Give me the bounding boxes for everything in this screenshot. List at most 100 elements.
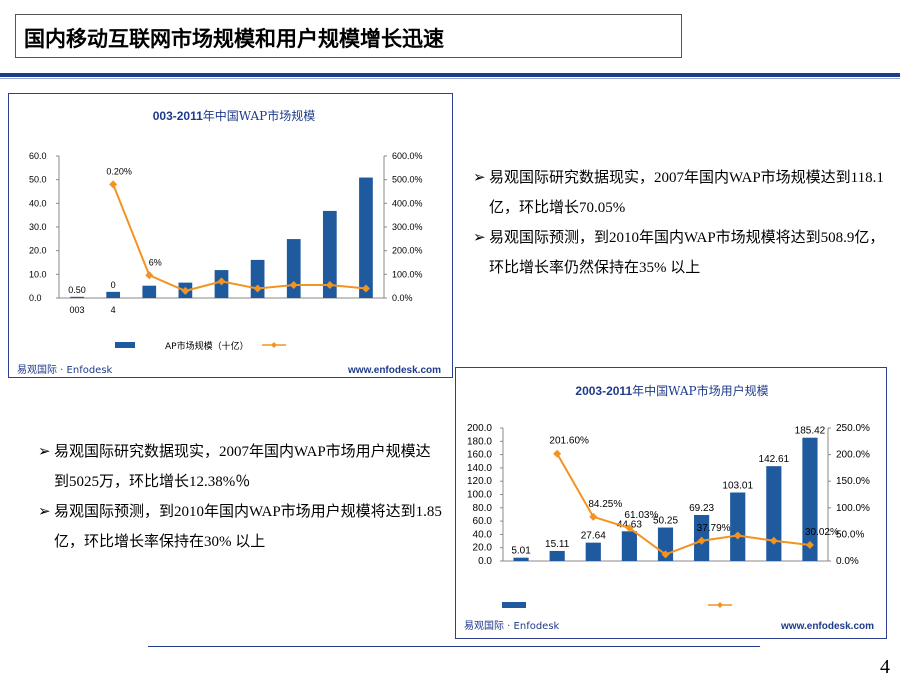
- growth-rate-marker: [697, 536, 706, 545]
- bar: [359, 177, 373, 298]
- wap-users-chart-panel: 2003-2011年中国WAP市场用户规模 0.0 20.0 40.0 60.0 80.0…: [455, 367, 887, 639]
- chart-title-years: 2003-2011: [575, 384, 632, 398]
- growth-rate-marker: [661, 550, 670, 559]
- x-tick-label: 003: [70, 305, 85, 315]
- source-right: www.enfodesk.com: [780, 621, 874, 632]
- bullet-item: ➢ 易观国际预测，到2010年国内WAP市场规模将达到508.9亿，环比增长率仍然…: [473, 230, 885, 276]
- bar: [766, 466, 782, 561]
- y-tick-label-right: 200.0%: [392, 246, 423, 256]
- growth-rate-line: [556, 453, 811, 556]
- bar-value-label: 69.23: [689, 503, 714, 514]
- bullet-text: 易观国际预测，到2010年国内WAP市场规模将达到508.9亿，环比增长率仍然保…: [489, 230, 885, 276]
- y-tick-label-left: 40.0: [29, 198, 47, 208]
- y-tick-label-right: 0.0%: [836, 556, 859, 567]
- bar-value-label: 50.25: [653, 516, 678, 527]
- bar-value-label: 103.01: [722, 481, 753, 492]
- bar-value-label: 15.11: [545, 539, 570, 550]
- y-tick-label-right: 400.0%: [392, 198, 423, 208]
- y-tick-label-left: 120.0: [467, 476, 492, 487]
- growth-rate-marker: [217, 277, 226, 286]
- source-left: 易观国际 · Enfodesk: [464, 620, 560, 632]
- bar: [585, 542, 601, 561]
- growth-rate-label: 30.02%: [805, 527, 839, 538]
- bullet-item: ➢ 易观国际预测，到2010年国内WAP市场用户规模将达到1.85亿，环比增长率保…: [38, 504, 442, 550]
- bar-value-label: 185.42: [795, 426, 826, 437]
- bar-value-label: 0.50: [68, 285, 86, 295]
- y-tick-label-left: 20.0: [29, 246, 47, 256]
- growth-rate-marker: [289, 280, 298, 289]
- bar: [513, 557, 529, 561]
- bullet-text: 易观国际研究数据现实，2007年国内WAP市场用户规模达到5025万，环比增长1…: [54, 444, 431, 490]
- source-right: www.enfodesk.com: [347, 365, 441, 376]
- y-tick-label-left: 20.0: [473, 543, 493, 554]
- bar: [621, 531, 637, 561]
- bar: [730, 492, 746, 561]
- growth-rate-marker: [553, 449, 562, 458]
- growth-rate-label: 84.25%: [588, 499, 622, 510]
- page-number: 4: [880, 656, 890, 678]
- growth-rate-label: 201.60%: [549, 436, 589, 447]
- y-tick-label-right: 600.0%: [392, 151, 423, 161]
- footer-rule: [148, 646, 760, 647]
- growth-rate-label: 0.20%: [106, 166, 132, 176]
- bullet-text: 易观国际研究数据现实，2007年国内WAP市场规模达到118.1亿，环比增长70…: [489, 170, 884, 216]
- bar: [70, 296, 84, 298]
- chart-title-text: 年中国WAP市场用户规模: [632, 383, 768, 398]
- y-tick-label-left: 30.0: [29, 222, 47, 232]
- y-tick-label-right: 200.0%: [836, 450, 870, 461]
- wap-users-chart: 2003-2011年中国WAP市场用户规模 0.0 20.0 40.0 60.0 80.0…: [464, 383, 874, 632]
- y-tick-label-right: 50.0%: [836, 529, 864, 540]
- chart-title-text: 年中国WAP市场规模: [203, 108, 315, 123]
- legend-bar-swatch: [502, 602, 526, 608]
- y-tick-label-left: 80.0: [473, 503, 493, 514]
- growth-rate-marker: [325, 280, 334, 289]
- bar: [322, 210, 337, 298]
- bar: [802, 437, 818, 561]
- source-left: 易观国际 · Enfodesk: [17, 364, 113, 376]
- growth-rate-line: [112, 183, 367, 292]
- y-tick-label-left: 10.0: [29, 269, 47, 279]
- header-rule: [0, 73, 900, 77]
- y-tick-label-left: 0.0: [478, 556, 492, 567]
- growth-rate-marker: [589, 512, 598, 521]
- growth-rate-marker: [181, 286, 190, 295]
- bar: [142, 285, 157, 298]
- growth-rate-label: 6%: [149, 257, 162, 267]
- bar-value-label: 142.61: [759, 454, 790, 465]
- legend-bar-label: AP市场规模（十亿）: [165, 340, 249, 352]
- growth-rate-marker: [733, 531, 742, 540]
- y-tick-label-left: 160.0: [467, 450, 492, 461]
- growth-rate-label: 37.79%: [697, 523, 731, 534]
- bar-value-label: 0: [111, 280, 116, 290]
- growth-rate-marker: [361, 284, 370, 293]
- bullet-item: ➢ 易观国际研究数据现实，2007年国内WAP市场规模达到118.1亿，环比增长7…: [473, 170, 884, 216]
- bar: [286, 239, 301, 298]
- growth-rate-marker: [769, 536, 778, 545]
- y-tick-label-left: 50.0: [29, 175, 47, 185]
- y-tick-label-left: 0.0: [29, 293, 42, 303]
- slide-title: 国内移动互联网市场规模和用户规模增长迅速: [24, 27, 444, 51]
- y-tick-label-left: 100.0: [467, 490, 492, 501]
- legend-bar-swatch: [115, 342, 135, 348]
- x-tick-label: 4: [111, 305, 116, 315]
- header-rule-thin: [0, 78, 900, 79]
- wap-market-size-chart-panel: 003-2011年中国WAP市场规模 0.0 10.0 20.0 30.0 40.0 50.…: [8, 93, 453, 378]
- chart-title: 003-2011年中国WAP市场规模: [153, 108, 316, 123]
- growth-rate-marker: [145, 271, 154, 280]
- y-tick-label-right: 500.0%: [392, 175, 423, 185]
- market-size-notes: ➢ 易观国际研究数据现实，2007年国内WAP市场规模达到118.1亿，环比增长7…: [473, 163, 888, 283]
- growth-rate-marker: [253, 284, 262, 293]
- y-tick-label-left: 180.0: [467, 436, 492, 447]
- bar-value-label: 5.01: [511, 546, 531, 557]
- y-tick-label-right: 250.0%: [836, 423, 870, 434]
- y-tick-label-right: 100.0%: [836, 503, 870, 514]
- y-tick-label-right: 100.0%: [392, 269, 423, 279]
- bar-value-label: 27.64: [581, 531, 606, 542]
- y-tick-label-left: 40.0: [473, 529, 493, 540]
- bar: [549, 550, 565, 561]
- wap-market-size-chart: 003-2011年中国WAP市场规模 0.0 10.0 20.0 30.0 40.0 50.…: [17, 108, 441, 376]
- growth-rate-label: 61.03%: [624, 510, 658, 521]
- user-size-notes: ➢ 易观国际研究数据现实，2007年国内WAP市场用户规模达到5025万，环比增长…: [38, 437, 443, 557]
- legend-line-marker: [717, 602, 723, 608]
- y-tick-label-left: 60.0: [473, 516, 493, 527]
